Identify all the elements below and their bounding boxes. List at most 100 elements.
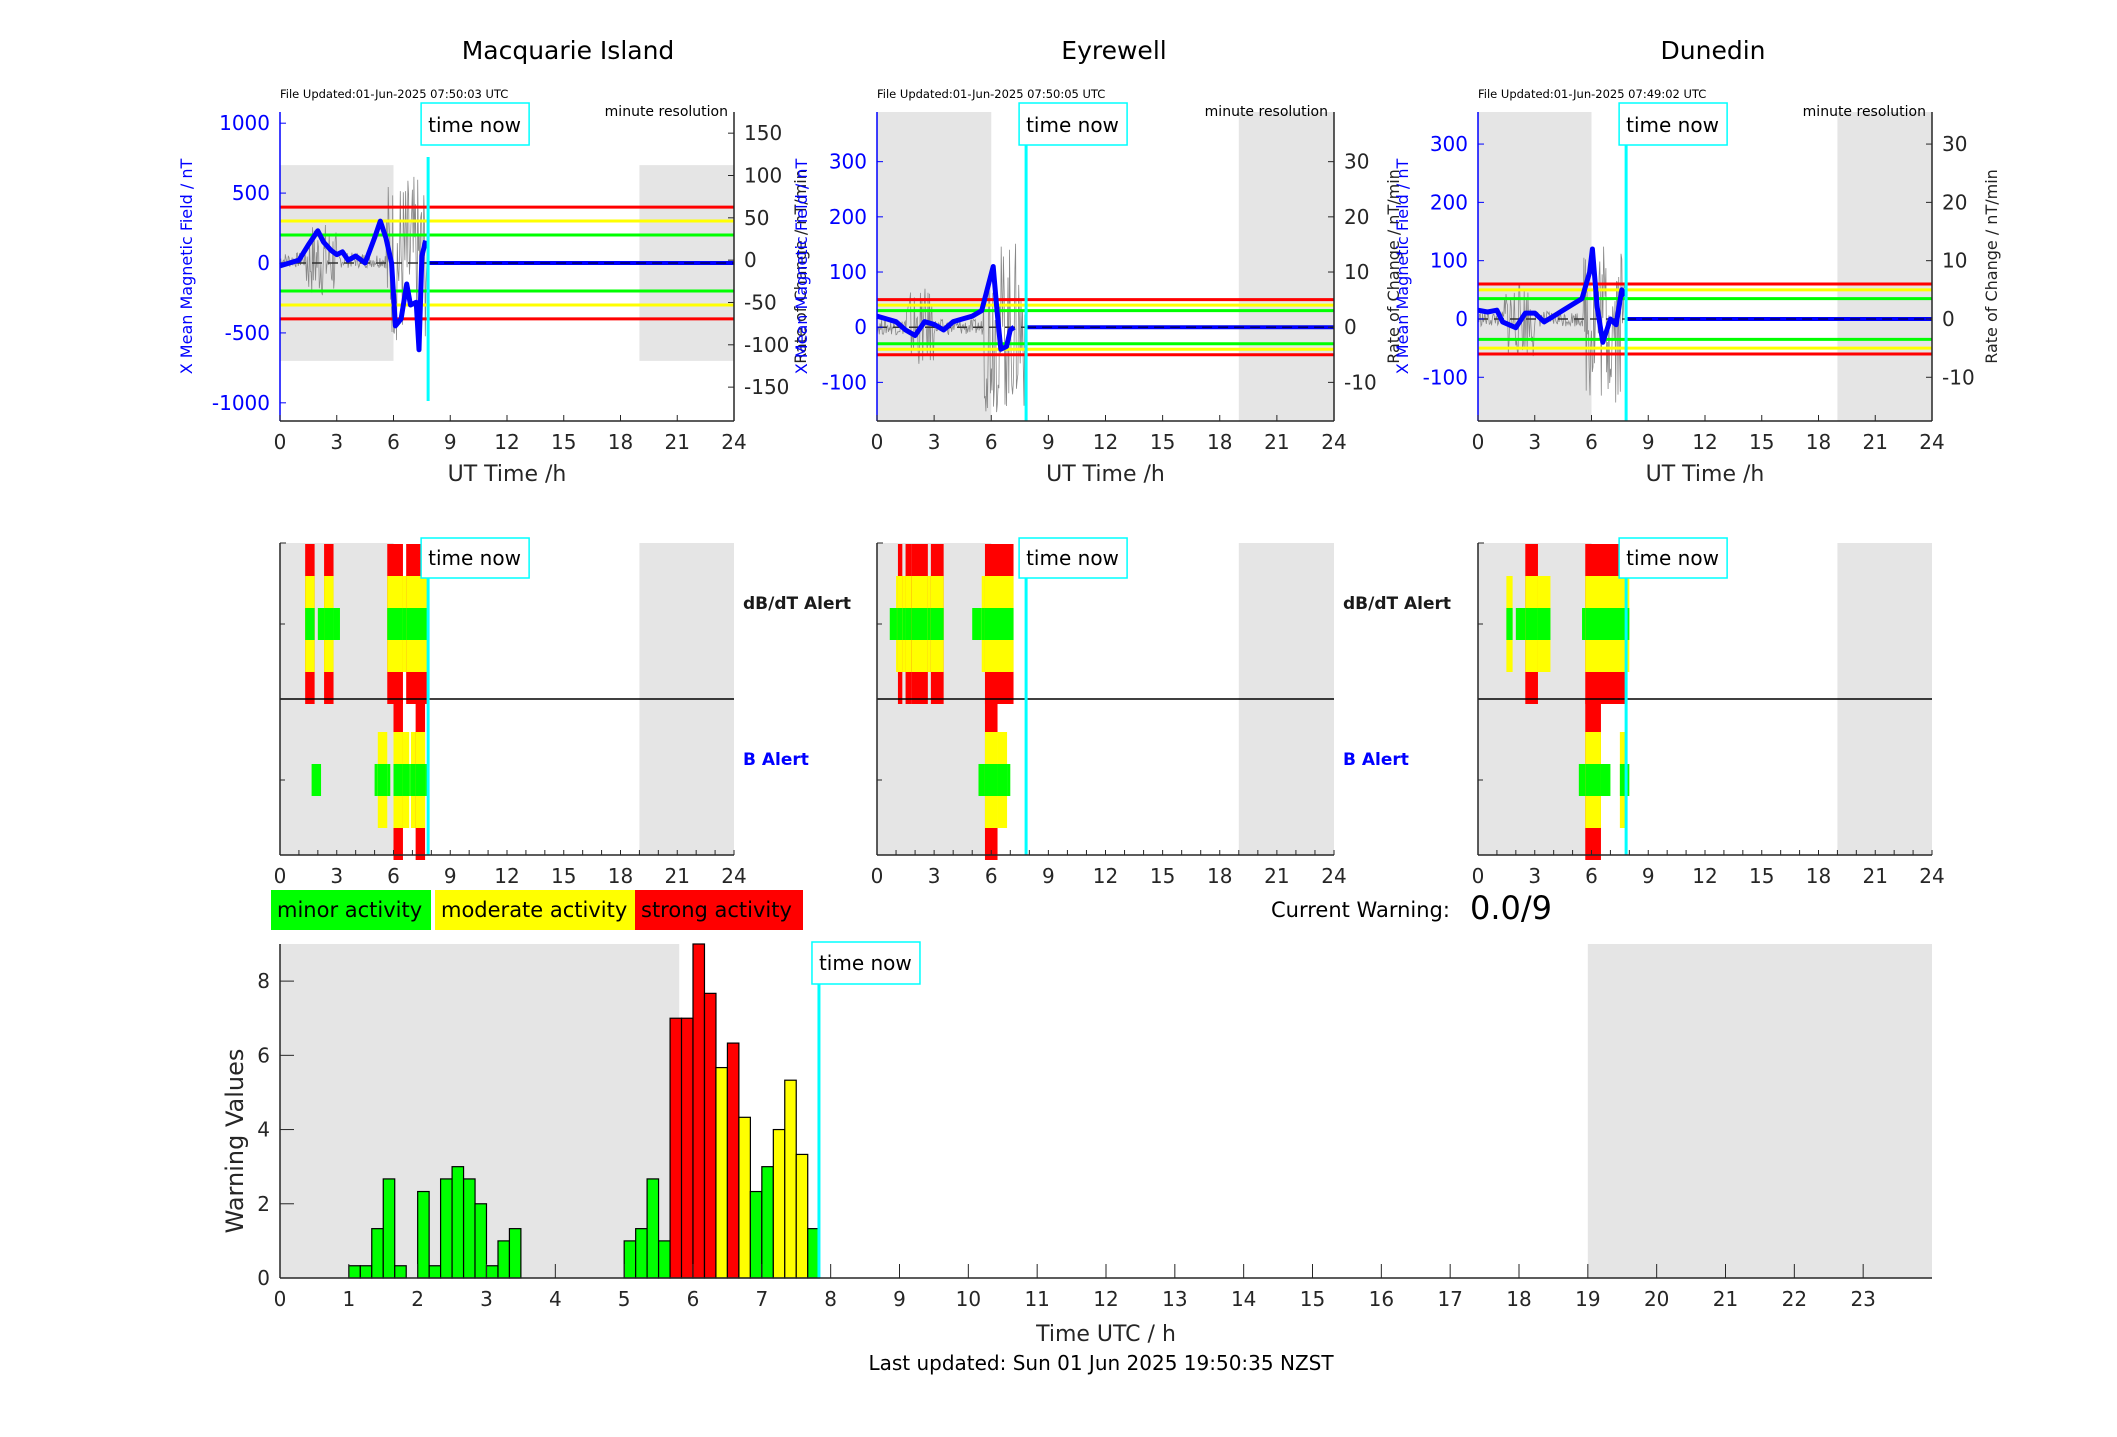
left-y-axis-title: X Mean Magnetic Field / nT: [177, 159, 196, 375]
resolution-label: minute resolution: [605, 104, 728, 120]
warning-bar-strong: [680, 1017, 694, 1279]
station-title-dunedin: Dunedin: [1660, 36, 1766, 65]
dbdt-alert-minor-block: [902, 608, 906, 640]
x-tick-label: 12: [1692, 430, 1717, 454]
right-y-tick-label: 0: [1942, 307, 1955, 331]
right-y-tick-label: 10: [1942, 249, 1967, 273]
x-tick-label: 21: [1863, 864, 1888, 888]
x-axis-title: UT Time /h: [448, 462, 567, 487]
dbdt-alert-minor-block: [897, 608, 903, 640]
right-y-axis-title: Rate of Change / nT/min: [1982, 169, 2001, 364]
magnetic-field-trace: [876, 264, 1016, 352]
x-tick-label: 2: [411, 1287, 424, 1311]
x-tick-label: 9: [1642, 864, 1655, 888]
left-y-tick-label: 200: [829, 205, 867, 229]
legend-minor-activity: minor activity: [271, 890, 431, 930]
x-tick-label: 14: [1231, 1287, 1256, 1311]
x-tick-label: 20: [1644, 1287, 1669, 1311]
x-tick-label: 12: [1093, 864, 1118, 888]
warning-bar-moderate: [715, 1066, 728, 1279]
warning-bar-minor: [474, 1203, 488, 1279]
dbdt-alert-minor-block: [402, 608, 407, 640]
x-tick-label: 21: [665, 864, 690, 888]
y-tick-label: 6: [257, 1043, 270, 1067]
x-tick-label: 0: [274, 864, 287, 888]
left-y-tick-label: 300: [1430, 132, 1468, 156]
dbdt-alert-minor-block: [896, 608, 898, 640]
x-tick-label: 9: [444, 864, 457, 888]
dbdt-alert-minor-block: [1626, 608, 1630, 640]
x-tick-label: 24: [1919, 430, 1944, 454]
resolution-label: minute resolution: [1205, 104, 1328, 120]
x-tick-label: 15: [551, 430, 576, 454]
time-now-label-box: [1018, 537, 1128, 579]
y-axis-title: Warning Values: [221, 1049, 249, 1234]
b-alert-minor-block: [1619, 764, 1627, 796]
time-now-label: time now: [1026, 546, 1119, 570]
magnetic-field-trace: [1477, 246, 1628, 345]
dbdt-alert-minor-block: [905, 608, 912, 640]
right-y-tick-label: 20: [1942, 190, 1967, 214]
left-y-tick-label: 500: [232, 181, 270, 205]
x-tick-label: 6: [387, 864, 400, 888]
dbdt-alert-label-eyrewell: dB/dT Alert: [1343, 594, 1452, 614]
station-title-macquarie: Macquarie Island: [461, 36, 675, 65]
warning-bar-minor: [462, 1178, 476, 1279]
warning-bar-minor: [382, 1178, 396, 1279]
x-tick-label: 1: [342, 1287, 355, 1311]
x-tick-label: 7: [755, 1287, 768, 1311]
dbdt-alert-minor-block: [387, 608, 403, 640]
b-alert-minor-block: [984, 764, 998, 796]
x-tick-label: 6: [1585, 430, 1598, 454]
legend-moderate-label: moderate activity: [441, 898, 628, 922]
right-y-tick-label: 0: [1344, 315, 1357, 339]
right-y-tick-label: -100: [744, 333, 789, 357]
x-tick-label: 21: [1863, 430, 1888, 454]
right-y-tick-label: -50: [744, 290, 777, 314]
x-tick-label: 0: [871, 864, 884, 888]
x-tick-label: 5: [618, 1287, 631, 1311]
legend-minor-label: minor activity: [277, 898, 423, 922]
b-alert-minor-block: [387, 764, 391, 796]
time-now-label: time now: [428, 113, 521, 137]
x-tick-label: 21: [1264, 430, 1289, 454]
rate-of-change-trace: [1477, 246, 1626, 403]
dbdt-alert-minor-block: [1582, 608, 1586, 640]
x-tick-label: 17: [1437, 1287, 1462, 1311]
warning-bar-moderate: [738, 1116, 751, 1279]
warning-bar-minor: [394, 1265, 407, 1279]
night-shade-region: [1587, 944, 1932, 1278]
warning-bar-minor: [485, 1265, 499, 1279]
x-tick-label: 3: [1528, 430, 1541, 454]
warning-bar-moderate: [784, 1079, 797, 1279]
b-alert-minor-block: [311, 764, 322, 796]
b-alert-minor-block: [1626, 764, 1630, 796]
x-tick-label: 0: [274, 430, 287, 454]
left-y-tick-label: 1000: [219, 111, 270, 135]
b-alert-minor-block: [415, 764, 426, 796]
b-alert-label-eyrewell: B Alert: [1343, 750, 1409, 770]
warning-bar-minor: [417, 1190, 430, 1279]
last-updated-text: Last updated: Sun 01 Jun 2025 19:50:35 N…: [868, 1351, 1334, 1375]
night-shade-region: [1837, 112, 1932, 421]
night-shade-region: [1238, 112, 1334, 421]
file-updated-text: File Updated:01-Jun-2025 07:50:05 UTC: [877, 87, 1105, 101]
x-tick-label: 21: [1264, 864, 1289, 888]
x-tick-label: 3: [480, 1287, 493, 1311]
file-updated-text: File Updated:01-Jun-2025 07:49:02 UTC: [1478, 87, 1706, 101]
legend-strong-activity: strong activity: [635, 890, 803, 930]
x-axis-title: UT Time /h: [1646, 462, 1765, 487]
x-tick-label: 12: [494, 430, 519, 454]
x-tick-label: 12: [494, 864, 519, 888]
x-tick-label: 6: [687, 1287, 700, 1311]
x-tick-label: 12: [1093, 430, 1118, 454]
time-now-label-box: [1018, 102, 1128, 146]
warning-bar-minor: [371, 1228, 384, 1279]
left-y-tick-label: -100: [822, 370, 867, 394]
dbdt-alert-minor-block: [1525, 608, 1538, 640]
x-tick-label: 11: [1024, 1287, 1049, 1311]
x-tick-label: 15: [1150, 430, 1175, 454]
warning-bar-minor: [348, 1265, 361, 1279]
warning-bar-moderate: [772, 1128, 786, 1279]
